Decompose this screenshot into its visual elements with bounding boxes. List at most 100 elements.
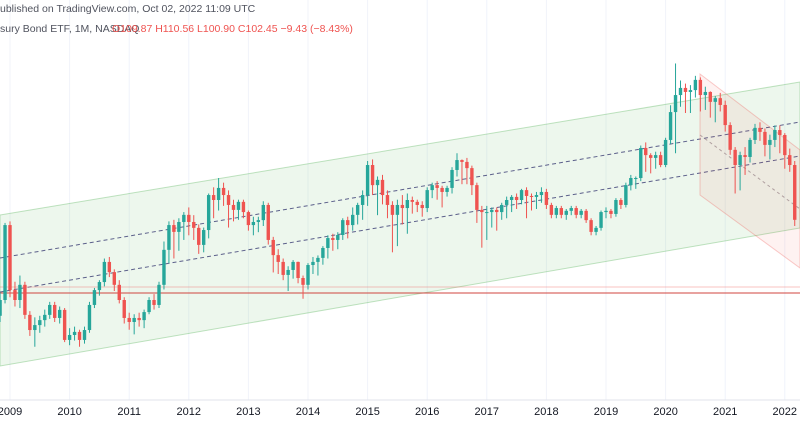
candle-body: [569, 208, 573, 211]
candle-body: [480, 209, 484, 213]
candle-body: [28, 314, 32, 331]
candle-body: [87, 304, 92, 331]
candle-body: [778, 130, 782, 135]
candle-body: [43, 314, 47, 321]
candle-body: [445, 187, 449, 192]
candle-body: [311, 261, 315, 266]
candle-body: [693, 79, 698, 91]
candle-body: [132, 317, 136, 322]
candle-body: [534, 195, 539, 197]
candle-body: [410, 200, 414, 202]
candle-body: [13, 290, 17, 300]
x-tick-label: 2011: [117, 406, 141, 418]
candle-body: [738, 155, 742, 166]
candle-body: [360, 195, 365, 205]
candle-body: [614, 200, 618, 214]
candle-body: [400, 204, 405, 209]
candle-body: [301, 278, 305, 285]
candle-body: [3, 225, 7, 300]
candle-body: [72, 331, 77, 335]
header-source: ublished on TradingView.com, Oct 02, 202…: [0, 3, 256, 15]
symbol-label: sury Bond ETF, 1M, NASDAQ: [0, 23, 139, 35]
candle-body: [266, 204, 270, 240]
candle-body: [703, 91, 708, 96]
candle-body: [231, 204, 236, 210]
candle-body: [773, 130, 777, 140]
candle-body: [673, 95, 678, 113]
candle-body: [112, 272, 116, 285]
x-tick-label: 2014: [296, 406, 320, 418]
candle-body: [67, 334, 72, 340]
candle-body: [251, 221, 256, 226]
candle-body: [62, 309, 67, 340]
candle-body: [375, 179, 380, 186]
candle-body: [649, 155, 653, 158]
candle-body: [102, 261, 107, 283]
x-tick-label: 2017: [475, 406, 499, 418]
candle-body: [698, 79, 703, 96]
candle-body: [122, 300, 126, 318]
candle-body: [197, 227, 201, 245]
candle-body: [365, 165, 370, 196]
candle-body: [519, 190, 524, 200]
candle-body: [192, 221, 196, 228]
candle-body: [271, 239, 275, 256]
candle-body: [554, 208, 559, 215]
candle-body: [48, 304, 52, 315]
candle-body: [733, 149, 737, 166]
candle-body: [82, 330, 87, 340]
candle-body: [658, 155, 663, 166]
candle-body: [117, 284, 121, 300]
candle-body: [0, 300, 2, 316]
candle-body: [718, 98, 722, 105]
candle-body: [485, 212, 489, 214]
candle-body: [495, 209, 499, 213]
x-tick-label: 2013: [236, 406, 260, 418]
candle-body: [206, 195, 211, 231]
candle-body: [743, 155, 747, 157]
candle-body: [420, 204, 424, 209]
candle-body: [380, 179, 385, 196]
candle-body: [226, 195, 231, 205]
candle-body: [162, 249, 166, 285]
candle-body: [147, 300, 151, 313]
candle-body: [326, 238, 330, 248]
candle-body: [142, 312, 146, 321]
candle-body: [8, 225, 12, 291]
x-tick-label: 2019: [594, 406, 618, 418]
candle-body: [455, 160, 459, 170]
candle-body: [97, 282, 102, 291]
candle-body: [435, 185, 439, 188]
candle-body: [788, 155, 792, 166]
candle-body: [211, 195, 216, 200]
x-tick-label: 2016: [415, 406, 439, 418]
candle-body: [475, 185, 479, 210]
candle-body: [202, 230, 206, 245]
x-tick-label: 2022: [773, 406, 797, 418]
candle-body: [172, 225, 176, 232]
candle-body: [306, 265, 310, 285]
x-tick-label: 2020: [653, 406, 677, 418]
candle-body: [758, 127, 762, 132]
x-tick-label: 2021: [713, 406, 737, 418]
candle-body: [336, 234, 340, 240]
candle-body: [529, 195, 534, 197]
candle-body: [688, 90, 693, 92]
candle-body: [221, 187, 226, 196]
candle-body: [316, 257, 320, 262]
candle-body: [708, 91, 712, 102]
candle-body: [539, 191, 544, 196]
candle-body: [157, 284, 161, 305]
candle-body: [38, 320, 42, 326]
candle-body: [728, 125, 732, 150]
candle-body: [490, 209, 494, 213]
candle-body: [594, 227, 598, 232]
candle-body: [500, 204, 504, 213]
candle-body: [634, 178, 638, 180]
candle-body: [57, 309, 62, 318]
candle-body: [18, 284, 22, 300]
candle-body: [753, 127, 757, 140]
candle-body: [107, 261, 112, 273]
candle-body: [152, 300, 156, 305]
candle-body: [629, 178, 633, 186]
